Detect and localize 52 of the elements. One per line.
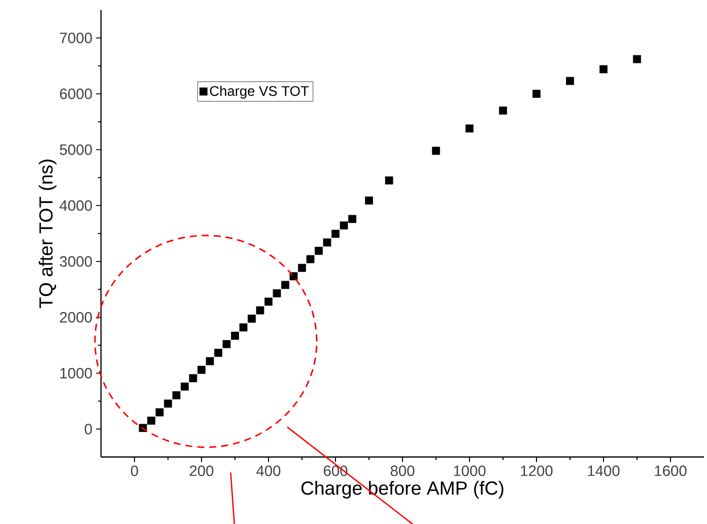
x-tick-label: 1600 — [655, 466, 687, 476]
point — [180, 382, 189, 391]
point — [206, 357, 214, 366]
y-tick-label: 3000 — [60, 256, 92, 267]
y-tick-label: 6000 — [60, 88, 92, 100]
point — [298, 264, 306, 272]
y-tick-label: 4000 — [60, 200, 92, 211]
point — [385, 176, 394, 184]
x-tick-label: 1200 — [521, 466, 553, 476]
point — [222, 340, 231, 348]
point — [189, 374, 198, 382]
y-tick-label: 2000 — [60, 312, 92, 323]
point — [532, 90, 541, 98]
point — [365, 196, 373, 205]
point — [281, 280, 290, 289]
point — [566, 76, 574, 85]
point — [231, 332, 239, 340]
point — [256, 306, 264, 314]
point — [248, 314, 256, 323]
point — [600, 65, 608, 74]
x-tick-label: 800 — [390, 466, 414, 476]
point — [239, 323, 248, 332]
point — [499, 106, 508, 115]
x-tick-label: 0 — [130, 466, 138, 476]
point — [147, 416, 156, 425]
y-tick-label: 0 — [84, 424, 92, 434]
y-tick-label: 1000 — [60, 368, 92, 378]
x-tick-label: 1000 — [454, 466, 486, 476]
point — [323, 238, 332, 246]
point — [272, 289, 281, 298]
point — [156, 408, 164, 416]
point — [348, 214, 356, 223]
point — [633, 55, 642, 64]
y-axis-title: TQ after TOT (ns) — [38, 160, 56, 308]
point — [264, 298, 272, 306]
point — [214, 348, 222, 357]
x-axis-title: Charge before AMP (fC) — [301, 480, 504, 499]
x-tick-label: 400 — [256, 466, 280, 476]
y-tick-label: 5000 — [60, 144, 92, 155]
point — [164, 400, 172, 408]
point — [466, 124, 474, 132]
point — [432, 146, 440, 155]
point — [332, 230, 340, 238]
legend-label: Charge VS TOT — [210, 86, 309, 99]
point — [172, 391, 180, 400]
point — [340, 221, 348, 230]
point — [198, 366, 206, 374]
x-tick-label: 200 — [190, 466, 214, 476]
y-tick-label: 7000 — [60, 32, 92, 44]
point — [306, 255, 314, 264]
point — [314, 246, 323, 255]
x-tick-label: 1400 — [588, 466, 620, 476]
